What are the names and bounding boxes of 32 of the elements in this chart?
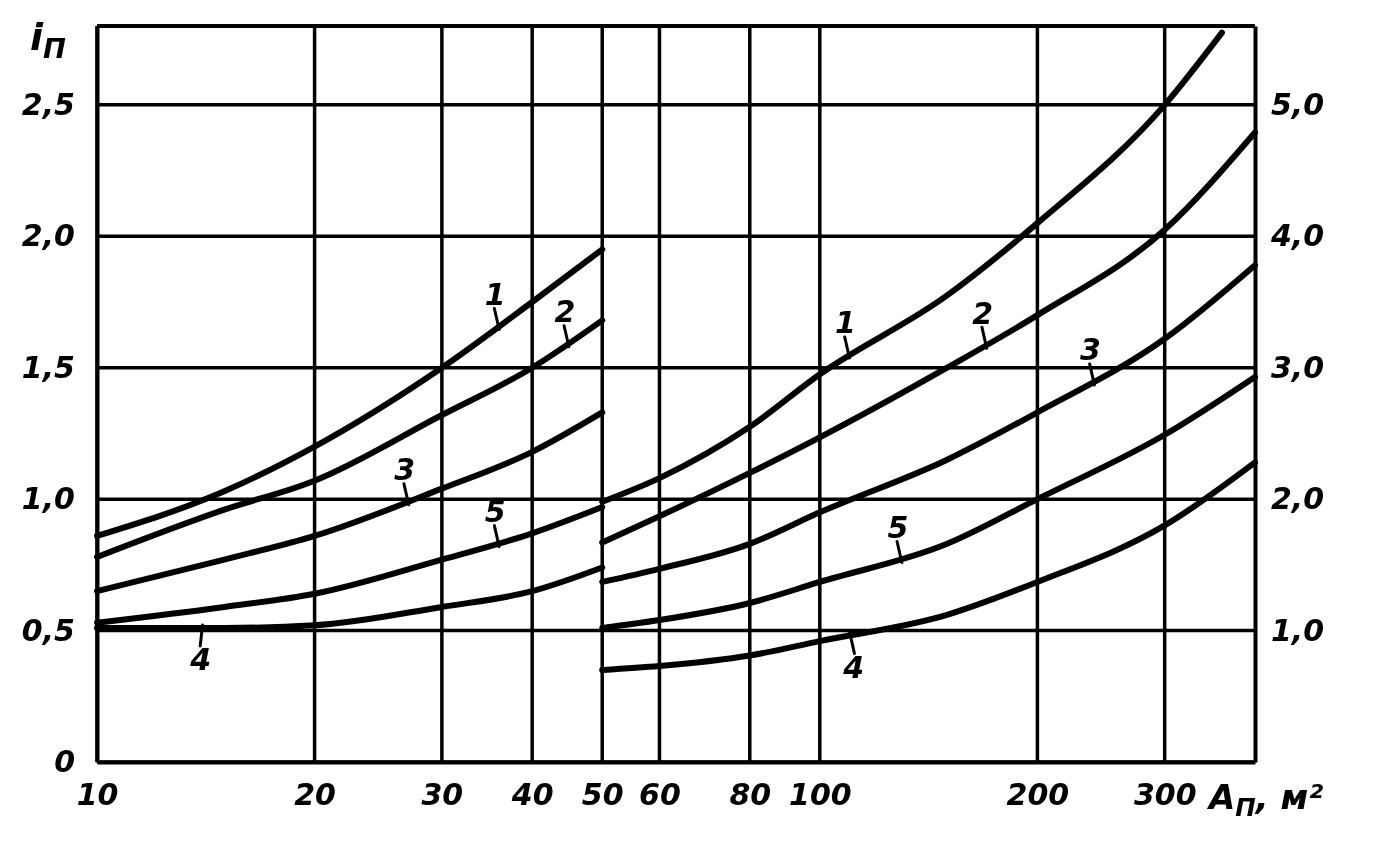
x-tick-label: 80 — [729, 777, 772, 812]
y-tick-label: 1,5 — [21, 349, 75, 385]
x-tick-label: 40 — [510, 777, 554, 812]
x-tick-label: 60 — [639, 777, 681, 812]
x-tick-label: 100 — [789, 777, 852, 812]
y-axis-title: i$_{П}$ — [30, 15, 67, 64]
series-label: 1 — [484, 277, 506, 313]
y2-tick-label: 4,0 — [1270, 218, 1325, 254]
y2-tick-label: 1,0 — [1271, 612, 1325, 648]
y-tick-label: 2,5 — [21, 86, 75, 122]
y2-tick-label: 5,0 — [1271, 86, 1325, 122]
series-label: 2 — [972, 295, 994, 331]
x-tick-label: 50 — [581, 777, 624, 812]
series-label: 1 — [835, 305, 856, 341]
series-label: 3 — [1079, 332, 1101, 368]
y-tick-label: 2,0 — [21, 218, 75, 254]
x-tick-label: 20 — [294, 777, 336, 812]
y-tick-label: 1,0 — [21, 481, 75, 517]
y-tick-label: 0,5 — [21, 612, 75, 648]
x-tick-label: 10 — [76, 777, 119, 812]
x-tick-label: 30 — [421, 777, 464, 812]
x-tick-label: 200 — [1006, 777, 1070, 812]
y2-tick-label: 3,0 — [1271, 349, 1325, 385]
y-tick-label: 0 — [54, 744, 75, 780]
series-label: 3 — [394, 452, 416, 488]
series-label: 4 — [189, 642, 212, 678]
x-tick-label: 300 — [1133, 777, 1197, 812]
legend-label: 2 — [554, 294, 576, 330]
x-axis-title: A$_{П}$, м² — [1206, 776, 1324, 822]
y2-tick-label: 2,0 — [1271, 481, 1325, 517]
series-label: 4 — [842, 649, 865, 685]
series-label: 5 — [887, 510, 909, 546]
